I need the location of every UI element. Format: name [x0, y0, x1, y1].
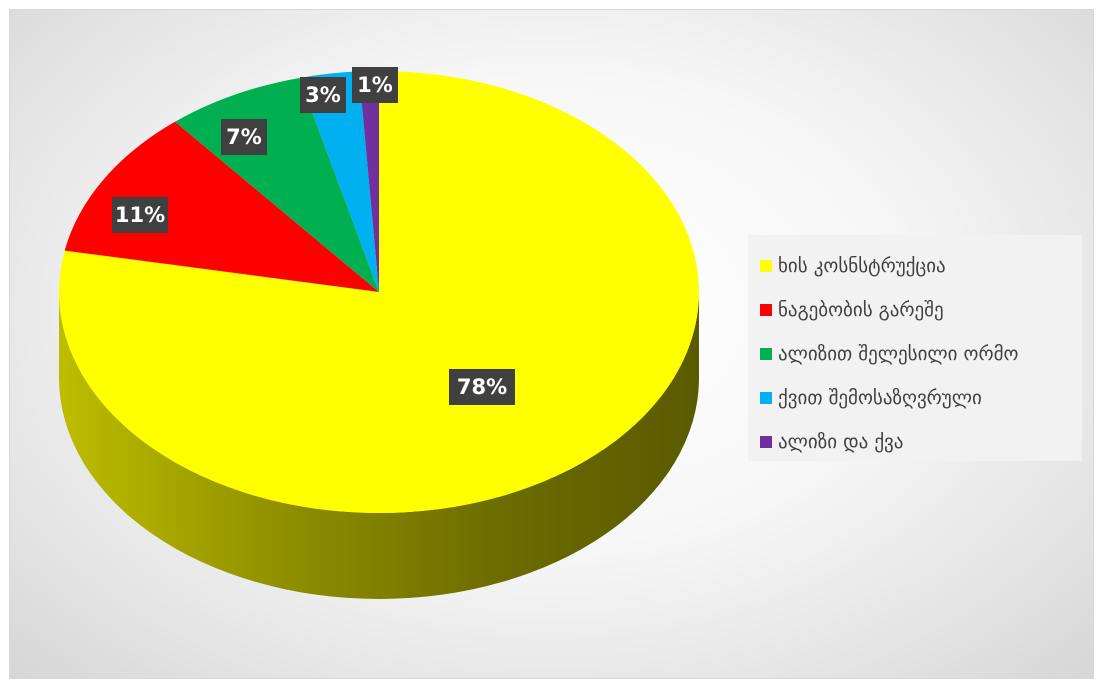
data-label-0: 78% [449, 369, 515, 405]
data-label-2: 7% [221, 119, 267, 155]
pie-slice-1 [64, 121, 379, 292]
legend-swatch-1 [760, 304, 772, 316]
pie-slice-0 [59, 71, 699, 513]
legend-item-0: ხის კოსნსტრუქცია [760, 244, 1082, 288]
legend-item-4: ალიზი და ქვა [760, 420, 1082, 464]
legend-item-1: ნაგებობის გარეშე [760, 288, 1082, 332]
legend: ხის კოსნსტრუქცია ნაგებობის გარეშე ალიზით… [748, 235, 1082, 461]
legend-swatch-0 [760, 260, 772, 272]
data-label-box-4 [352, 67, 398, 103]
data-label-box-2 [221, 119, 267, 155]
legend-item-3: ქვით შემოსაზღვრული [760, 376, 1082, 420]
data-label-text-2: 7% [226, 125, 262, 149]
data-label-box-1 [112, 197, 168, 233]
data-label-text-4: 1% [357, 73, 393, 97]
data-label-box-0 [449, 369, 515, 405]
legend-item-2: ალიზით შელესილი ორმო [760, 332, 1082, 376]
pie-slice-3 [299, 71, 379, 292]
data-label-1: 11% [112, 197, 168, 233]
data-label-text-3: 3% [305, 83, 341, 107]
pie-slice-4 [358, 71, 379, 292]
legend-label-2: ალიზით შელესილი ორმო [778, 343, 1019, 365]
pie-sides [59, 292, 699, 599]
legend-label-4: ალიზი და ქვა [778, 431, 904, 453]
legend-swatch-3 [760, 392, 772, 404]
pie-data-labels: 78% 11% 7% 3% 1% [112, 67, 515, 405]
data-label-text-0: 78% [457, 375, 507, 399]
legend-swatch-4 [760, 436, 772, 448]
legend-label-3: ქვით შემოსაზღვრული [778, 387, 982, 409]
legend-label-0: ხის კოსნსტრუქცია [778, 255, 946, 277]
pie-slices [59, 71, 699, 513]
data-label-4: 1% [352, 67, 398, 103]
data-label-box-3 [300, 77, 346, 113]
legend-label-1: ნაგებობის გარეშე [778, 299, 944, 321]
data-label-text-1: 11% [115, 203, 165, 227]
data-label-3: 3% [300, 77, 346, 113]
pie-side-0 [59, 292, 699, 599]
legend-swatch-2 [760, 348, 772, 360]
